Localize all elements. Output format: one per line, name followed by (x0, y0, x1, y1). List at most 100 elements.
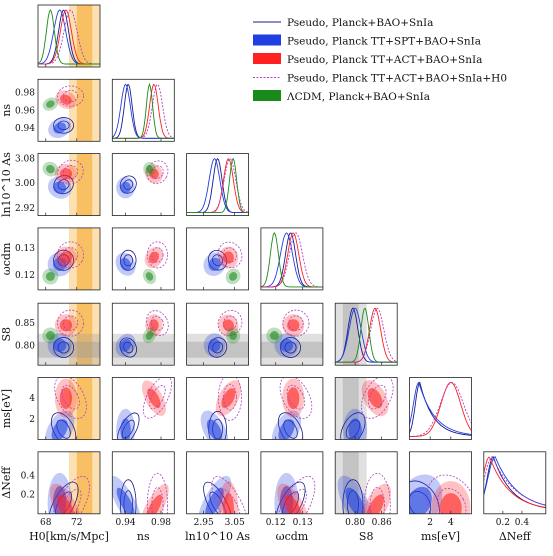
contour-2sigma-line (119, 337, 137, 358)
legend: Pseudo, Planck+BAO+SnIa Pseudo, Planck TT… (253, 17, 507, 103)
x-tick-label: 68 (40, 518, 52, 528)
contour-1sigma (287, 387, 300, 410)
y-tick-label: 0.13 (15, 244, 35, 254)
legend-swatch (253, 53, 281, 64)
contour-1sigma (269, 331, 279, 340)
x-tick-label: 4 (448, 518, 454, 528)
y-tick-label: 3.08 (15, 154, 35, 164)
y-tick-label: 0.4 (21, 472, 36, 482)
contour-2sigma-line (54, 377, 87, 419)
contour-1sigma (222, 251, 234, 264)
y-axis-label: ωcdm (0, 242, 13, 275)
panel-frame (409, 451, 472, 515)
s8-band-2sigma (260, 333, 323, 366)
contour-1sigma (409, 486, 432, 514)
h0-band-1sigma (76, 377, 93, 440)
x-axis-label: H0[km/s/Mpc] (29, 530, 109, 543)
panel-frame (186, 451, 250, 515)
panel-frame (260, 302, 324, 366)
marginal-curve (409, 382, 472, 437)
contour-1sigma (145, 494, 163, 514)
contour-1sigma (439, 493, 462, 514)
marginal-curve (335, 307, 398, 363)
marginal-curve (483, 456, 546, 506)
marginal-curve (409, 381, 472, 436)
contour-1sigma (147, 388, 161, 409)
y-axis-label: ms[eV] (0, 389, 13, 428)
legend-swatch (253, 90, 281, 101)
y-tick-label: 2.92 (15, 204, 35, 214)
marginal-curve (260, 232, 323, 288)
panel-frame (111, 153, 175, 217)
x-tick-label: 0.98 (151, 518, 171, 528)
contour-2sigma-line (217, 377, 243, 421)
legend-entry: Pseudo, Planck TT+ACT+BAO+SnIa+H0 (287, 73, 507, 85)
marginal-curve (483, 456, 546, 506)
contour-1sigma (120, 257, 132, 271)
panel-frame (483, 451, 547, 515)
y-tick-label: 0.94 (15, 124, 35, 134)
h0-band-1sigma (76, 153, 93, 216)
panel-frame (260, 451, 324, 515)
contour-1sigma-line (62, 247, 79, 263)
x-axis-label: ns (137, 530, 150, 543)
x-tick-label: 0.12 (266, 518, 286, 528)
x-axis-label: S8 (359, 530, 374, 543)
contour-2sigma-line (217, 309, 243, 337)
contour-1sigma (45, 331, 55, 340)
contour-1sigma (120, 338, 132, 352)
panel-frame (186, 302, 250, 366)
x-tick-label: 0.13 (293, 518, 313, 528)
contour-1sigma (120, 181, 131, 194)
legend-entry: ΛCDM, Planck+BAO+SnIa (286, 91, 430, 103)
contour-1sigma (345, 487, 365, 514)
contour-2sigma-line (53, 117, 75, 134)
contour-2sigma-line (276, 475, 316, 514)
x-tick-label: 0.86 (372, 518, 392, 528)
panel-frame (111, 302, 175, 366)
x-tick-label: 72 (71, 518, 82, 528)
contour-1sigma (46, 165, 55, 174)
panel-frame (186, 227, 250, 291)
contour-1sigma (53, 181, 67, 194)
legend-swatch (253, 34, 281, 46)
marginal-curve (409, 382, 472, 437)
contour-1sigma (146, 165, 153, 174)
x-axis-label: ΔNeff (499, 530, 532, 543)
contour-2sigma-line (282, 309, 310, 337)
legend-entry: Pseudo, Planck+BAO+SnIa (287, 17, 433, 29)
panel-frame (186, 153, 250, 217)
h0-band-1sigma (76, 79, 93, 142)
panel-frame (37, 78, 101, 142)
contour-1sigma (59, 168, 73, 180)
contour-1sigma-line (63, 165, 79, 180)
h0-band-1sigma (76, 5, 93, 67)
marginal-curve (112, 82, 175, 139)
panel-frame (111, 451, 175, 515)
panel-frame (334, 451, 398, 515)
contour-1sigma-line (368, 384, 387, 410)
x-tick-label: 0.80 (345, 518, 365, 528)
panel-frame (37, 451, 101, 515)
contour-1sigma (279, 338, 294, 352)
contour-2sigma-line (409, 480, 440, 514)
contour-1sigma (208, 338, 221, 352)
panel-frame (111, 227, 175, 291)
legend-entry: Pseudo, Planck TT+SPT+BAO+SnIa (287, 36, 481, 48)
contour-1sigma-line (59, 488, 82, 514)
contour-1sigma-line (151, 315, 164, 331)
contour-2sigma-line (211, 476, 249, 514)
marginal-curve (260, 232, 323, 288)
y-tick-label: 0.85 (15, 319, 35, 329)
x-tick-label: 0.2 (496, 518, 510, 528)
y-axis-label: ln10^10 As (0, 152, 13, 217)
contour-1sigma (221, 388, 236, 409)
y-tick-label: 2 (29, 415, 35, 425)
contour-1sigma-line (222, 247, 238, 263)
contour-1sigma (366, 494, 384, 514)
contour-2sigma-line (340, 412, 366, 440)
contour-1sigma (46, 100, 55, 108)
contour-1sigma-line (222, 315, 238, 331)
h0-band-1sigma (76, 303, 93, 366)
